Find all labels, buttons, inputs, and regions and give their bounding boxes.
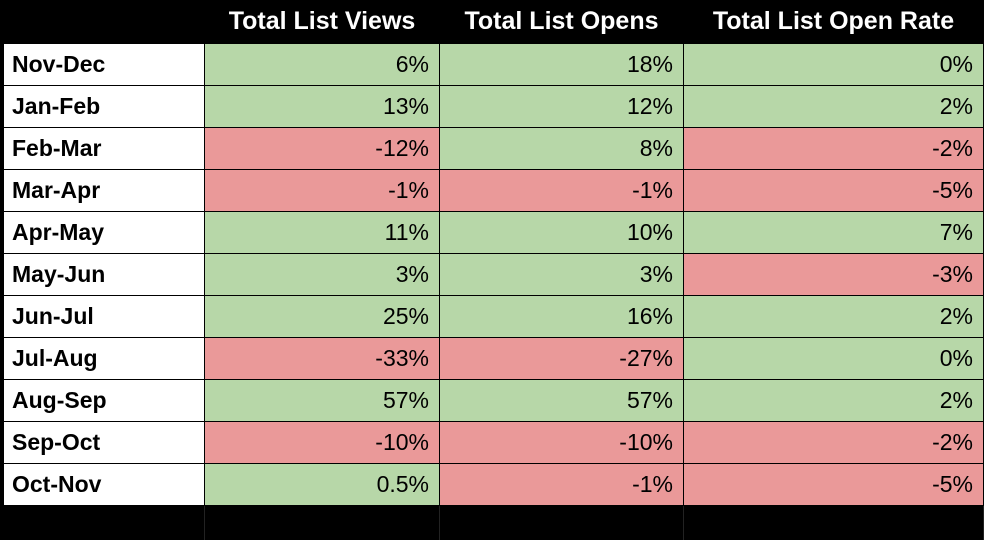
value-cell: 11%: [205, 212, 439, 253]
empty-row: [440, 506, 684, 540]
value-cell: 57%: [205, 380, 439, 421]
value-cell: -1%: [205, 170, 439, 211]
value-cell: 25%: [205, 296, 439, 337]
row-label: Sep-Oct: [4, 422, 204, 463]
row-label: Oct-Nov: [4, 464, 204, 505]
row-label: Jun-Jul: [4, 296, 204, 337]
value-cell: 12%: [440, 86, 683, 127]
value-cell: -1%: [440, 464, 683, 505]
value-cell: 6%: [205, 44, 439, 85]
column-header: Total List Views: [205, 0, 439, 43]
row-label: Jan-Feb: [4, 86, 204, 127]
value-cell: 7%: [684, 212, 983, 253]
value-cell: -33%: [205, 338, 439, 379]
value-cell: 8%: [440, 128, 683, 169]
value-cell: -1%: [440, 170, 683, 211]
column-header: Total List Opens: [440, 0, 683, 43]
value-cell: 0%: [684, 44, 983, 85]
value-cell: 16%: [440, 296, 683, 337]
value-cell: 2%: [684, 296, 983, 337]
row-label: Nov-Dec: [4, 44, 204, 85]
empty-row: [205, 506, 440, 540]
column-header: Total List Open Rate: [684, 0, 983, 43]
value-cell: 18%: [440, 44, 683, 85]
empty-row: [684, 506, 984, 540]
value-cell: 57%: [440, 380, 683, 421]
value-cell: -10%: [440, 422, 683, 463]
value-cell: -3%: [684, 254, 983, 295]
empty-row: [4, 506, 205, 540]
value-cell: 3%: [440, 254, 683, 295]
value-cell: -2%: [684, 422, 983, 463]
row-label: Feb-Mar: [4, 128, 204, 169]
value-cell: 10%: [440, 212, 683, 253]
row-label: May-Jun: [4, 254, 204, 295]
value-cell: -27%: [440, 338, 683, 379]
value-cell: 2%: [684, 86, 983, 127]
value-cell: 13%: [205, 86, 439, 127]
row-label: Mar-Apr: [4, 170, 204, 211]
value-cell: -5%: [684, 464, 983, 505]
row-label: Apr-May: [4, 212, 204, 253]
value-cell: -10%: [205, 422, 439, 463]
value-cell: -2%: [684, 128, 983, 169]
value-cell: -12%: [205, 128, 439, 169]
value-cell: 0.5%: [205, 464, 439, 505]
value-cell: -5%: [684, 170, 983, 211]
value-cell: 0%: [684, 338, 983, 379]
value-cell: 3%: [205, 254, 439, 295]
row-label: Aug-Sep: [4, 380, 204, 421]
row-label: Jul-Aug: [4, 338, 204, 379]
value-cell: 2%: [684, 380, 983, 421]
